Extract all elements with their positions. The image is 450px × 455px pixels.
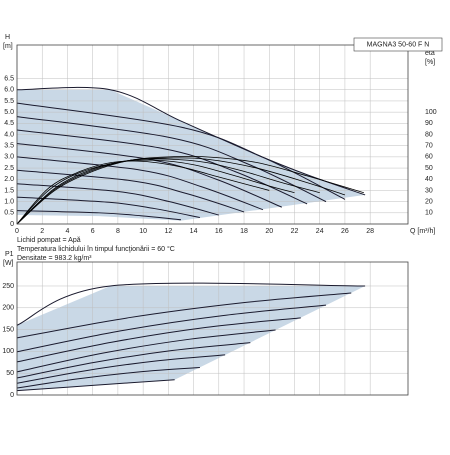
curve: [16, 196, 200, 219]
x-tick-label: 14: [190, 228, 198, 235]
y-tick-label: 0.5: [4, 210, 14, 217]
y2-axis-label: eta: [425, 50, 435, 57]
y2-tick-label: 80: [425, 131, 433, 138]
chart-title: MAGNA3 50-60 F N: [367, 41, 430, 48]
annotation: Temperatura lichidului în timpul funcţio…: [17, 245, 175, 253]
curve: [16, 156, 264, 211]
x-tick-label: 2: [40, 228, 44, 235]
y-tick-label: 4.5: [4, 120, 14, 127]
curve: [16, 379, 175, 392]
curve: [16, 304, 327, 353]
y-tick-label: 6.0: [4, 87, 14, 94]
y-tick-label: 0: [10, 392, 14, 399]
curve: [16, 317, 301, 363]
y-tick-label: 1.0: [4, 198, 14, 205]
curve: [16, 354, 226, 384]
efficiency-curve: [16, 159, 295, 225]
curve: [16, 116, 327, 203]
y2-tick-label: 100: [425, 109, 437, 116]
y-tick-label: 4.0: [4, 131, 14, 138]
curve: [16, 282, 366, 326]
y-tick-label: 1.5: [4, 187, 14, 194]
x-tick-label: 6: [91, 228, 95, 235]
y-tick-label: 3.0: [4, 154, 14, 161]
y2-tick-label: 60: [425, 154, 433, 161]
y-tick-label: 3.5: [4, 143, 14, 150]
curve: [16, 142, 283, 208]
efficiency-curve: [16, 155, 364, 225]
y-tick-label: 2.0: [4, 176, 14, 183]
title-box: [353, 37, 443, 52]
curve: [16, 169, 245, 213]
y2-axis-label: [%]: [425, 59, 435, 66]
y-tick-label: 150: [2, 326, 14, 333]
curve: [16, 342, 251, 379]
x-tick-label: 12: [164, 228, 172, 235]
y-axis-label: [m]: [3, 43, 13, 50]
x-tick-label: 16: [215, 228, 223, 235]
efficiency-curve: [16, 158, 320, 225]
y-tick-label: 100: [2, 348, 14, 355]
annotation: Densitate = 983.2 kg/m³: [17, 255, 92, 262]
y-tick-label: 2.5: [4, 165, 14, 172]
efficiency-curve: [16, 160, 270, 225]
y-tick-label: 50: [6, 370, 14, 377]
y-tick-label: 6.5: [4, 75, 14, 82]
curve: [16, 292, 352, 339]
efficiency-curve: [16, 157, 346, 225]
y-tick-label: 5.0: [4, 109, 14, 116]
y-tick-label: 200: [2, 305, 14, 312]
x-tick-label: 22: [291, 228, 299, 235]
x-tick-label: 0: [15, 228, 19, 235]
y2-tick-label: 30: [425, 187, 433, 194]
curve: [16, 329, 276, 373]
y-axis-label: P1: [5, 251, 14, 258]
y2-tick-label: 10: [425, 210, 433, 217]
y-axis-label: H: [5, 34, 10, 41]
x-tick-label: 8: [116, 228, 120, 235]
operating-region: [17, 285, 366, 391]
x-tick-label: 18: [240, 228, 248, 235]
curve: [16, 86, 366, 196]
y2-tick-label: 40: [425, 176, 433, 183]
x-tick-label: 4: [65, 228, 69, 235]
annotation: Lichid pompat = Apă: [17, 237, 81, 244]
plot-frame: [16, 44, 409, 225]
y2-tick-label: 50: [425, 165, 433, 172]
y-tick-label: 0: [10, 221, 14, 228]
y-tick-label: 5.5: [4, 98, 14, 105]
curve: [16, 102, 346, 200]
x-axis-label: Q [m³/h]: [410, 228, 435, 235]
y2-tick-label: 90: [425, 120, 433, 127]
y-axis-label: [W]: [3, 260, 14, 267]
y2-tick-label: 20: [425, 198, 433, 205]
y-tick-label: 250: [2, 283, 14, 290]
x-tick-label: 20: [265, 228, 273, 235]
x-tick-label: 28: [366, 228, 374, 235]
curve: [16, 367, 200, 389]
curve: [16, 210, 182, 221]
x-tick-label: 26: [341, 228, 349, 235]
plot-frame: [16, 261, 409, 396]
y2-tick-label: 70: [425, 143, 433, 150]
x-tick-label: 24: [316, 228, 324, 235]
x-tick-label: 10: [139, 228, 147, 235]
